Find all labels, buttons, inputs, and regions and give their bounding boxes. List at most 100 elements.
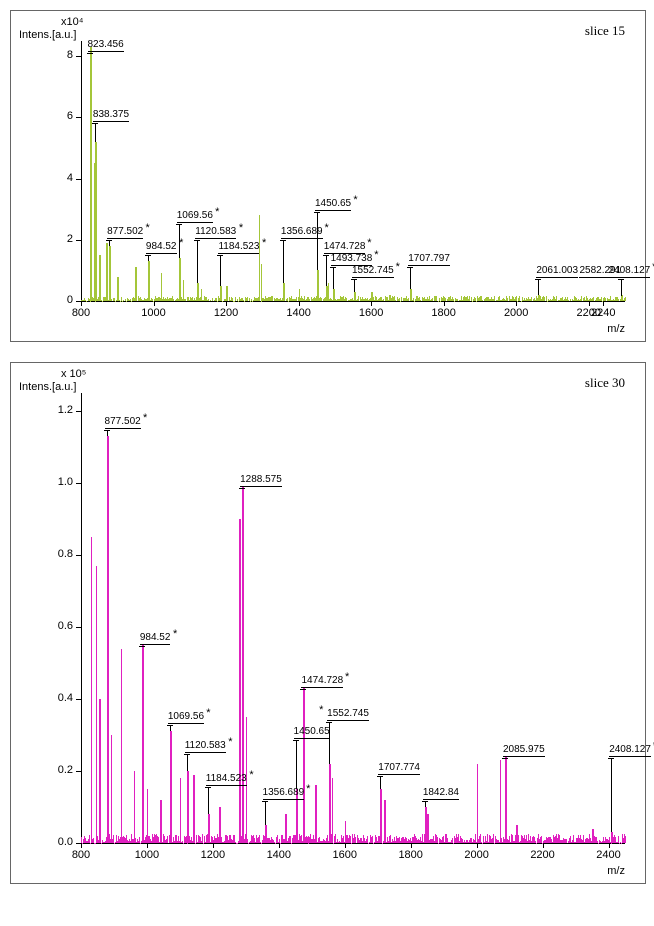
peak-label: 1120.583 (195, 226, 236, 239)
peak (111, 735, 113, 843)
labeled-peak (283, 283, 285, 301)
callout-tick (280, 240, 286, 241)
labeled-peak (505, 757, 507, 843)
labeled-peak (538, 295, 540, 301)
callout-line (354, 279, 355, 291)
callout-line (333, 267, 334, 289)
x-tick (589, 301, 590, 306)
peak (500, 760, 502, 843)
star-icon: * (143, 412, 147, 424)
peak (427, 814, 429, 843)
callout-tick (422, 801, 428, 802)
peak-label: 1184.523 (218, 241, 259, 254)
x-tick (371, 301, 372, 306)
callout-line (611, 758, 612, 832)
x-tick-label: 1200 (193, 849, 233, 861)
peak (117, 277, 119, 301)
labeled-peak (109, 246, 111, 301)
callout-tick (351, 279, 357, 280)
x-tick-label: 2200 (523, 849, 563, 861)
peak (135, 267, 137, 301)
callout-line (179, 224, 180, 258)
peak-label: 1184.523 (206, 773, 247, 786)
labeled-peak (95, 142, 97, 301)
star-icon: * (374, 249, 378, 261)
peak-label: 1842.84 (423, 787, 459, 800)
labeled-peak (611, 832, 613, 843)
peak (201, 289, 203, 301)
x-tick-label: 2240 (583, 307, 623, 319)
x-tick-label: 800 (61, 849, 101, 861)
labeled-peak (621, 296, 623, 301)
peak (477, 764, 479, 843)
peak (592, 829, 594, 843)
labeled-peak (208, 814, 210, 843)
peak-label: 1450.65 (294, 726, 330, 739)
x-tick (345, 843, 346, 848)
x-tick (226, 301, 227, 306)
x-tick (603, 301, 604, 306)
callout-line (197, 240, 198, 283)
peak-label: 877.502 (105, 416, 141, 429)
callout-line (95, 123, 96, 142)
peak (345, 821, 347, 843)
y-tick-label: 0.8 (41, 548, 73, 560)
peak (180, 778, 182, 843)
peak-label: 1552.745 (352, 265, 394, 278)
peak (91, 537, 93, 843)
peak (516, 825, 518, 843)
callout-line (326, 255, 327, 286)
x-axis (81, 301, 625, 302)
star-icon: * (179, 237, 183, 249)
labeled-peak (326, 286, 328, 301)
peak (99, 255, 101, 301)
y-tick-label: 0.4 (41, 692, 73, 704)
callout-line (208, 787, 209, 815)
y-tick-label: 0 (41, 294, 73, 306)
callout-line (187, 754, 188, 771)
x-tick (213, 843, 214, 848)
x-tick-label: 2400 (589, 849, 629, 861)
star-icon: * (353, 194, 357, 206)
callout-tick (176, 224, 182, 225)
callout-line (329, 722, 330, 764)
peak-label: 1069.56 (168, 711, 204, 724)
peak (371, 292, 373, 301)
labeled-peak (410, 289, 412, 301)
y-tick-label: 1.2 (41, 404, 73, 416)
y-tick-label: 8 (41, 49, 73, 61)
peak-label: 2085.975 (503, 744, 545, 757)
star-icon: * (396, 261, 400, 273)
star-icon: * (146, 222, 150, 234)
peak (315, 785, 317, 843)
slice-label: slice 30 (585, 375, 625, 391)
peak (193, 775, 195, 843)
peak-label: 823.456 (88, 39, 124, 52)
x-tick-label: 1600 (351, 307, 391, 319)
peak (226, 286, 228, 301)
callout-tick (608, 758, 614, 759)
star-icon: * (239, 222, 243, 234)
callout-tick (300, 689, 306, 690)
peak-label: 984.52 (140, 632, 171, 645)
peak (121, 649, 123, 843)
x-tick (279, 843, 280, 848)
x-tick (299, 301, 300, 306)
peak (106, 243, 108, 301)
peak-label: 838.375 (93, 109, 129, 122)
peak (219, 807, 221, 843)
callout-tick (535, 279, 541, 280)
y-axis-label: Intens.[a.u.] (19, 381, 76, 393)
labeled-peak (380, 789, 382, 843)
y-tick (76, 843, 81, 844)
callout-tick (139, 646, 145, 647)
peak (384, 800, 386, 843)
star-icon: * (262, 237, 266, 249)
y-tick-label: 6 (41, 110, 73, 122)
peak-label: 1450.65 (315, 198, 351, 211)
x-tick (154, 301, 155, 306)
callout-tick (330, 267, 336, 268)
x-tick (477, 843, 478, 848)
peak-label: 2408.127 (609, 744, 651, 757)
peak (332, 778, 334, 843)
